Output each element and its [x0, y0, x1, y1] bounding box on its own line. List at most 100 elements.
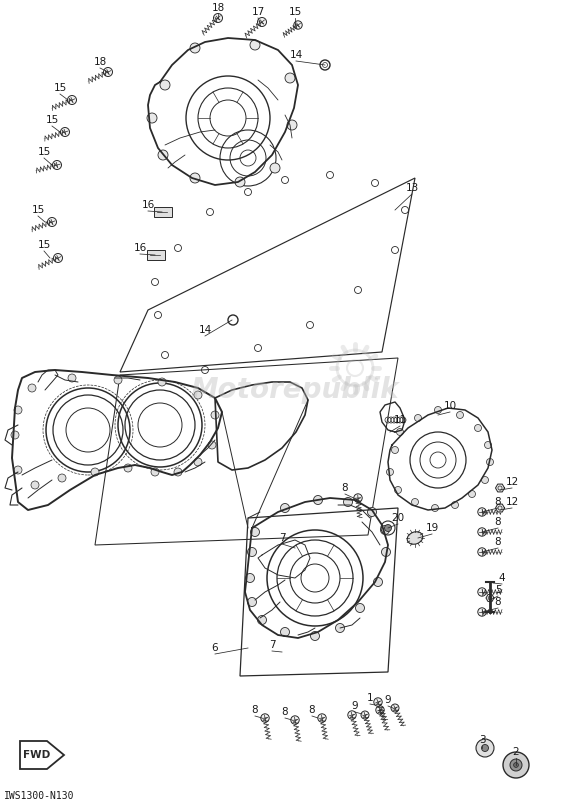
- Circle shape: [68, 95, 77, 105]
- Circle shape: [160, 80, 170, 90]
- Circle shape: [386, 469, 394, 475]
- Text: 19: 19: [425, 523, 439, 533]
- Text: 8: 8: [309, 705, 315, 715]
- Circle shape: [124, 464, 132, 472]
- Circle shape: [291, 716, 299, 724]
- Circle shape: [482, 477, 488, 483]
- Text: 8: 8: [342, 483, 349, 493]
- Circle shape: [194, 458, 202, 466]
- Text: 12: 12: [505, 477, 519, 487]
- Circle shape: [487, 458, 494, 466]
- Circle shape: [314, 495, 323, 505]
- Text: 7: 7: [279, 533, 285, 543]
- Text: 8: 8: [495, 597, 501, 607]
- Circle shape: [280, 503, 289, 513]
- Circle shape: [58, 474, 66, 482]
- Circle shape: [158, 150, 168, 160]
- Circle shape: [514, 762, 518, 767]
- Circle shape: [510, 759, 522, 771]
- Circle shape: [190, 43, 200, 53]
- Circle shape: [478, 608, 486, 616]
- Circle shape: [381, 547, 390, 557]
- Text: 3: 3: [479, 735, 485, 745]
- Circle shape: [476, 739, 494, 757]
- Circle shape: [248, 598, 257, 606]
- Circle shape: [158, 378, 166, 386]
- Circle shape: [361, 711, 369, 719]
- Circle shape: [478, 508, 486, 516]
- Text: 15: 15: [37, 147, 51, 157]
- Circle shape: [373, 578, 382, 586]
- Text: 7: 7: [268, 640, 275, 650]
- Text: 12: 12: [505, 497, 519, 507]
- Circle shape: [214, 14, 223, 22]
- Circle shape: [211, 411, 219, 419]
- Circle shape: [348, 710, 356, 719]
- Text: 10: 10: [443, 401, 457, 411]
- Circle shape: [336, 623, 345, 633]
- Text: 15: 15: [54, 83, 67, 93]
- Circle shape: [391, 704, 399, 712]
- Circle shape: [14, 466, 22, 474]
- Text: 8: 8: [252, 705, 258, 715]
- Circle shape: [104, 67, 112, 77]
- Text: 15: 15: [37, 240, 51, 250]
- Circle shape: [68, 374, 76, 382]
- Circle shape: [311, 631, 319, 641]
- Circle shape: [11, 431, 19, 439]
- Text: 2: 2: [513, 747, 519, 757]
- Circle shape: [147, 113, 157, 123]
- Text: 8: 8: [495, 517, 501, 527]
- Circle shape: [318, 714, 326, 722]
- Text: 6: 6: [212, 643, 218, 653]
- Circle shape: [285, 73, 295, 83]
- Circle shape: [484, 442, 491, 449]
- Text: 9: 9: [352, 701, 358, 711]
- Circle shape: [374, 698, 382, 706]
- Circle shape: [396, 429, 403, 435]
- Text: 8: 8: [495, 497, 501, 507]
- Circle shape: [376, 706, 384, 714]
- Text: IWS1300-N130: IWS1300-N130: [4, 791, 74, 800]
- Circle shape: [394, 486, 402, 494]
- Text: 4: 4: [499, 573, 505, 583]
- Bar: [154, 207, 172, 217]
- Circle shape: [434, 406, 442, 414]
- Circle shape: [294, 21, 302, 30]
- Circle shape: [190, 173, 200, 183]
- Text: 15: 15: [45, 115, 59, 125]
- Circle shape: [503, 752, 529, 778]
- Circle shape: [14, 406, 22, 414]
- Circle shape: [47, 218, 56, 226]
- Circle shape: [452, 502, 459, 509]
- Circle shape: [412, 498, 418, 506]
- Text: 13: 13: [406, 183, 418, 193]
- Circle shape: [258, 615, 267, 625]
- Text: Motorepublik: Motorepublik: [191, 376, 399, 404]
- Circle shape: [456, 411, 464, 418]
- Circle shape: [114, 376, 122, 384]
- Circle shape: [258, 18, 267, 26]
- Circle shape: [469, 490, 475, 498]
- Circle shape: [431, 505, 438, 511]
- Text: 18: 18: [94, 57, 107, 67]
- Circle shape: [261, 714, 269, 722]
- Circle shape: [250, 40, 260, 50]
- Circle shape: [60, 127, 69, 137]
- Text: 18: 18: [212, 3, 224, 13]
- Circle shape: [245, 574, 254, 582]
- Bar: [147, 250, 165, 260]
- Text: 15: 15: [288, 7, 302, 17]
- Circle shape: [355, 603, 364, 613]
- Text: 17: 17: [252, 7, 265, 17]
- Circle shape: [91, 468, 99, 476]
- Ellipse shape: [407, 532, 423, 544]
- Circle shape: [381, 526, 390, 534]
- Text: 14: 14: [289, 50, 303, 60]
- Text: 14: 14: [199, 325, 212, 335]
- Circle shape: [151, 468, 159, 476]
- Text: 11: 11: [393, 415, 407, 425]
- Polygon shape: [486, 594, 494, 602]
- Text: 9: 9: [385, 695, 391, 705]
- Circle shape: [31, 481, 39, 489]
